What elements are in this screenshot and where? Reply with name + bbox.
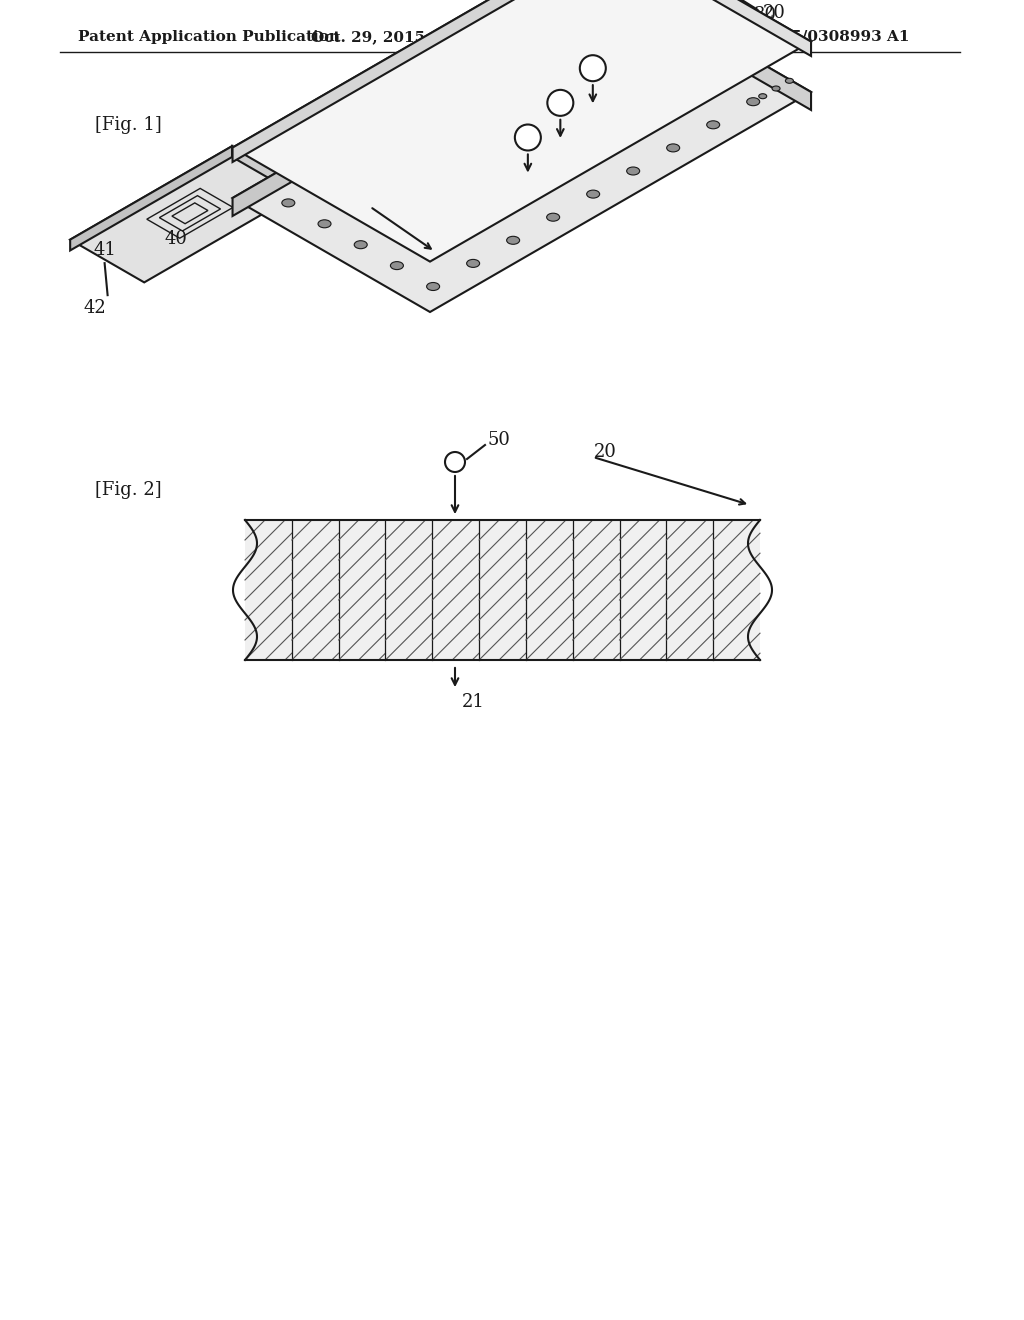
Ellipse shape	[322, 176, 335, 183]
Ellipse shape	[785, 78, 794, 83]
Polygon shape	[613, 0, 811, 110]
Ellipse shape	[598, 58, 611, 66]
Ellipse shape	[318, 220, 331, 228]
Ellipse shape	[667, 144, 680, 152]
Circle shape	[548, 90, 573, 116]
Circle shape	[580, 55, 606, 82]
Text: Patent Application Publication: Patent Application Publication	[78, 30, 340, 44]
Text: 21: 21	[462, 693, 484, 711]
Ellipse shape	[772, 86, 780, 91]
Text: 20: 20	[763, 4, 785, 21]
Ellipse shape	[631, 123, 643, 131]
Text: 50: 50	[587, 71, 609, 90]
Ellipse shape	[711, 77, 724, 84]
Ellipse shape	[507, 236, 519, 244]
Ellipse shape	[587, 190, 600, 198]
Polygon shape	[71, 147, 232, 251]
Ellipse shape	[713, 37, 721, 41]
Ellipse shape	[470, 215, 483, 223]
Text: 10: 10	[358, 185, 382, 202]
Ellipse shape	[394, 218, 408, 226]
Text: 50: 50	[620, 37, 642, 55]
Ellipse shape	[723, 73, 730, 78]
Circle shape	[515, 124, 541, 150]
Text: 41: 41	[93, 242, 117, 259]
Polygon shape	[232, 0, 811, 261]
Text: Oct. 29, 2015  Sheet 1 of 11: Oct. 29, 2015 Sheet 1 of 11	[311, 30, 549, 44]
Ellipse shape	[759, 94, 767, 99]
Ellipse shape	[390, 261, 403, 269]
Ellipse shape	[427, 282, 439, 290]
Ellipse shape	[522, 61, 535, 69]
Ellipse shape	[707, 121, 720, 129]
Polygon shape	[232, 147, 306, 199]
Text: [Fig. 2]: [Fig. 2]	[95, 480, 162, 499]
Circle shape	[445, 451, 465, 473]
Ellipse shape	[594, 102, 607, 110]
Text: 50: 50	[487, 432, 510, 449]
Text: 30: 30	[754, 7, 777, 24]
Text: 50: 50	[554, 107, 578, 124]
Text: 40: 40	[165, 230, 187, 248]
Text: 20: 20	[594, 444, 616, 461]
Ellipse shape	[664, 24, 672, 28]
Text: [Fig. 1]: [Fig. 1]	[95, 116, 162, 135]
Ellipse shape	[686, 51, 694, 57]
Ellipse shape	[591, 147, 603, 154]
Text: 30: 30	[467, 115, 489, 133]
Text: 42: 42	[83, 300, 105, 317]
Ellipse shape	[638, 36, 651, 44]
Ellipse shape	[467, 260, 479, 268]
Ellipse shape	[482, 83, 495, 91]
Ellipse shape	[438, 150, 451, 158]
Ellipse shape	[547, 214, 560, 222]
Polygon shape	[71, 147, 306, 282]
Ellipse shape	[361, 153, 375, 161]
Ellipse shape	[514, 148, 527, 156]
Ellipse shape	[551, 169, 563, 177]
Ellipse shape	[398, 174, 411, 182]
Text: US 2015/0308993 A1: US 2015/0308993 A1	[730, 30, 909, 44]
Ellipse shape	[674, 55, 687, 63]
Ellipse shape	[558, 82, 571, 90]
Ellipse shape	[518, 104, 531, 112]
Ellipse shape	[434, 194, 447, 202]
Ellipse shape	[650, 30, 658, 36]
Ellipse shape	[736, 65, 743, 70]
Ellipse shape	[430, 239, 443, 247]
Ellipse shape	[671, 100, 683, 108]
Ellipse shape	[627, 168, 640, 176]
Bar	[245, 520, 760, 660]
Ellipse shape	[474, 172, 487, 180]
Ellipse shape	[401, 129, 415, 137]
Ellipse shape	[354, 240, 368, 248]
Ellipse shape	[442, 107, 455, 115]
Polygon shape	[232, 0, 811, 312]
Ellipse shape	[510, 193, 523, 201]
Ellipse shape	[602, 15, 614, 22]
Ellipse shape	[677, 16, 685, 21]
Ellipse shape	[554, 125, 567, 133]
Ellipse shape	[634, 79, 647, 87]
Ellipse shape	[750, 57, 757, 62]
Ellipse shape	[478, 128, 492, 136]
Ellipse shape	[562, 37, 574, 45]
Ellipse shape	[699, 44, 708, 49]
Ellipse shape	[358, 197, 371, 205]
Ellipse shape	[746, 98, 760, 106]
Polygon shape	[232, 0, 613, 162]
Polygon shape	[232, 0, 613, 216]
Polygon shape	[613, 0, 811, 55]
Ellipse shape	[282, 199, 295, 207]
